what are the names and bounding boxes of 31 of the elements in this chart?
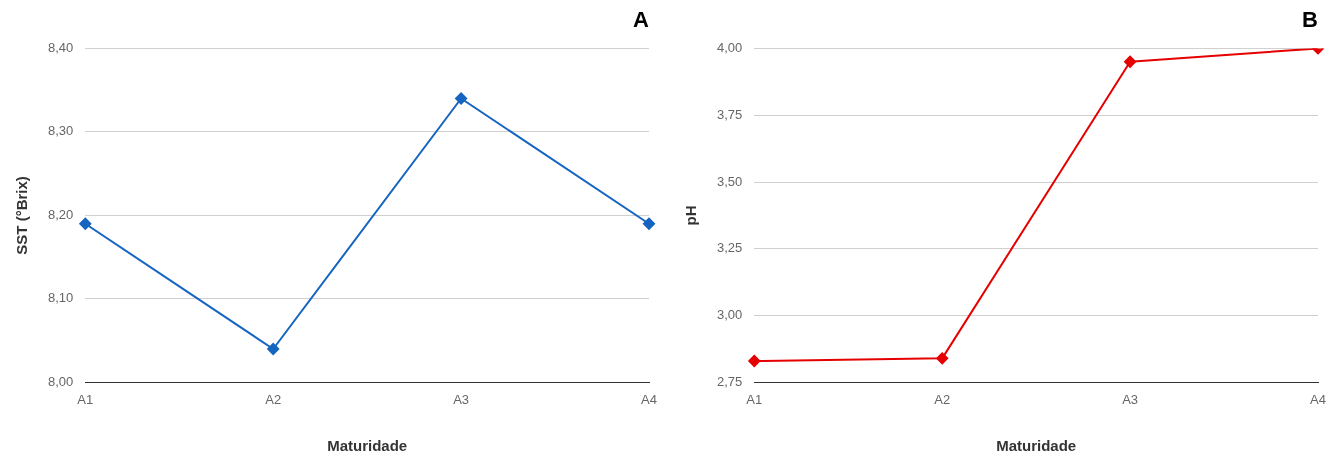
x-tick-label: A2	[934, 391, 951, 407]
y-axis-title: SST (°Brix)	[13, 176, 31, 255]
x-axis-title: Maturidade	[996, 437, 1077, 455]
x-tick-label: A2	[265, 391, 282, 407]
y-tick-label: 8,00	[47, 373, 74, 389]
x-tick-label: A4	[641, 391, 657, 407]
y-tick-label: 3,75	[716, 106, 743, 122]
point	[267, 343, 280, 355]
y-tick-label: 8,10	[47, 290, 74, 306]
y-tick-label: 3,50	[716, 173, 743, 189]
x-axis-title: Maturidade	[327, 437, 408, 455]
y-tick-label: 8,30	[47, 123, 74, 139]
point	[936, 352, 949, 365]
y-axis-title: pH	[682, 205, 700, 226]
chart-title: A	[633, 7, 650, 33]
chart-title: B	[1302, 7, 1318, 33]
y-tick-label: 8,20	[47, 206, 74, 222]
x-tick-label: A3	[453, 391, 470, 407]
y-tick-label: 8,40	[47, 39, 74, 55]
y-tick-label: 3,00	[716, 307, 743, 323]
point	[455, 92, 468, 105]
point	[748, 355, 761, 368]
x-tick-label: A1	[77, 391, 94, 407]
point	[643, 217, 655, 230]
y-tick-label: 3,25	[716, 240, 743, 256]
x-tick-label: A3	[1122, 391, 1139, 407]
point	[79, 217, 92, 230]
x-tick-label: A4	[1310, 391, 1326, 407]
x-tick-label: A1	[746, 391, 763, 407]
y-tick-label: 4,00	[716, 39, 743, 55]
y-tick-label: 2,75	[716, 373, 743, 389]
